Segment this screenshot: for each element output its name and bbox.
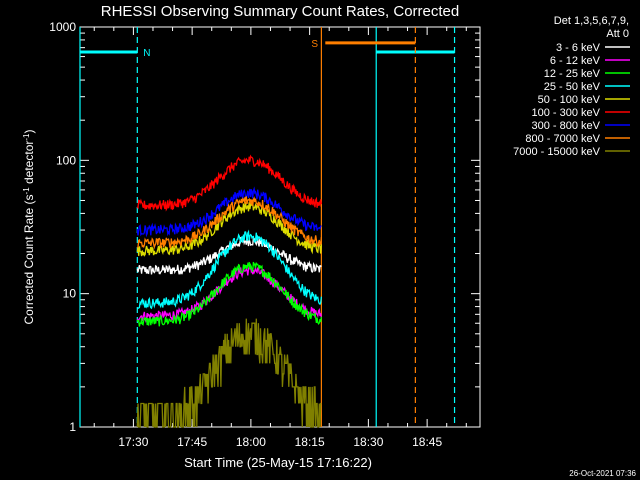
series-line-2 xyxy=(136,261,323,327)
annotation-label: N xyxy=(143,48,150,59)
x-tick-label: 18:45 xyxy=(412,435,442,449)
x-tick-label: 18:00 xyxy=(236,435,266,449)
x-axis-ticks: 17:30 17:45 18:00 18:15 18:30 18:45 xyxy=(93,27,467,449)
legend-item-label: 300 - 800 keV xyxy=(532,120,601,132)
legend-item-label: 100 - 300 keV xyxy=(532,107,601,119)
legend-header-line2: Att 0 xyxy=(606,28,629,40)
y-tick-label: 10 xyxy=(63,287,77,301)
legend-item-label: 7000 - 15000 keV xyxy=(513,146,601,158)
legend-header-line1: Det 1,3,5,6,7,9, xyxy=(554,15,629,27)
x-axis-label: Start Time (25-May-15 17:16:22) xyxy=(184,455,372,470)
annotation-label: S xyxy=(311,39,318,50)
legend-item-label: 800 - 7000 keV xyxy=(525,133,600,145)
legend-item-label: 3 - 6 keV xyxy=(556,42,601,54)
footer-timestamp: 26-Oct-2021 07:36 xyxy=(569,469,636,478)
annotation-markers: NS xyxy=(79,27,456,427)
series-line-1 xyxy=(136,264,323,323)
x-tick-label: 18:30 xyxy=(353,435,383,449)
y-tick-label: 1 xyxy=(69,420,76,434)
legend-item-label: 25 - 50 keV xyxy=(544,81,601,93)
y-axis-label: Corrected Count Rate (s-1 detector-1) xyxy=(22,129,37,324)
legend-item-label: 12 - 25 keV xyxy=(544,68,601,80)
legend-item-label: 6 - 12 keV xyxy=(550,55,601,67)
y-tick-label: 100 xyxy=(56,153,76,167)
x-tick-label: 18:15 xyxy=(295,435,325,449)
y-tick-label: 1000 xyxy=(49,20,76,34)
series-line-5 xyxy=(136,154,323,212)
series-line-6 xyxy=(136,186,322,238)
chart-title: RHESSI Observing Summary Count Rates, Co… xyxy=(101,3,459,20)
series-line-3 xyxy=(137,229,323,310)
x-tick-label: 17:30 xyxy=(118,435,148,449)
y-axis-ticks: 1 10 100 1000 xyxy=(49,20,480,434)
series-line-4 xyxy=(136,200,323,257)
x-tick-label: 17:45 xyxy=(177,435,207,449)
series-line-7 xyxy=(136,195,323,250)
legend-item-label: 50 - 100 keV xyxy=(538,94,601,106)
series-layer xyxy=(136,154,323,428)
series-line-8 xyxy=(136,318,322,428)
